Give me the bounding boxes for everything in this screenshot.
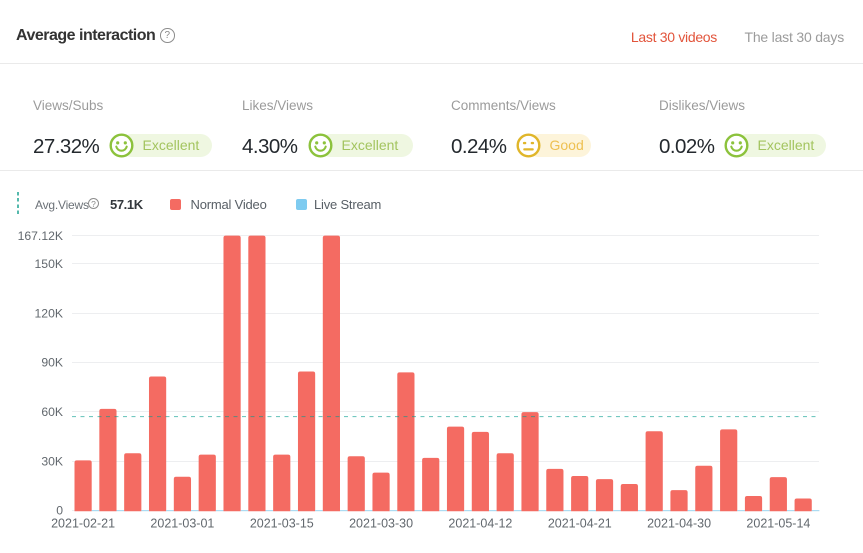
svg-text:2021-04-30: 2021-04-30 [647, 517, 711, 531]
svg-text:2021-05-14: 2021-05-14 [746, 517, 810, 531]
svg-text:167.12K: 167.12K [18, 229, 63, 243]
svg-text:0: 0 [56, 504, 63, 518]
svg-text:150K: 150K [35, 257, 63, 271]
svg-text:2021-03-15: 2021-03-15 [250, 517, 314, 531]
svg-text:120K: 120K [35, 306, 63, 320]
svg-text:2021-02-21: 2021-02-21 [51, 517, 115, 531]
svg-text:2021-03-01: 2021-03-01 [150, 517, 214, 531]
svg-text:90K: 90K [41, 356, 63, 370]
svg-text:2021-04-21: 2021-04-21 [548, 517, 612, 531]
svg-text:2021-04-12: 2021-04-12 [448, 517, 512, 531]
svg-text:60K: 60K [41, 405, 63, 419]
svg-text:2021-03-30: 2021-03-30 [349, 517, 413, 531]
svg-text:30K: 30K [41, 454, 63, 468]
